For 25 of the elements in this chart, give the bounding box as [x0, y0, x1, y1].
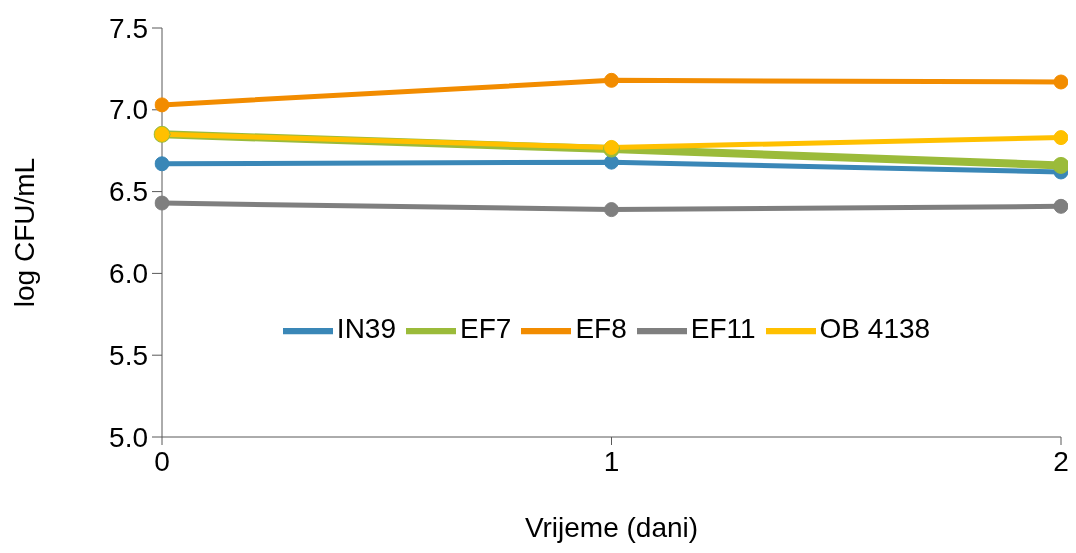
y-tick-label: 5.5: [109, 339, 148, 371]
legend-label: EF7: [460, 313, 512, 345]
x-axis-title: Vrijeme (dani): [524, 512, 699, 543]
legend-label: OB 4138: [819, 313, 931, 345]
y-tick-label: 5.0: [109, 421, 148, 453]
legend-label: EF8: [575, 313, 627, 345]
point: [1053, 198, 1068, 214]
point: [154, 195, 170, 211]
point: [154, 97, 170, 113]
point: [604, 202, 619, 218]
point: [154, 156, 170, 172]
y-tick-label: 6.5: [109, 176, 148, 208]
y-axis-title: log CFU/mL: [8, 157, 40, 308]
y-tick-label: 7.5: [109, 12, 148, 44]
legend-label: EF11: [690, 313, 756, 345]
y-tick-label: 6.0: [109, 257, 148, 289]
point: [1053, 74, 1068, 90]
x-tick-label: 1: [603, 446, 620, 477]
x-tick-label: 2: [1053, 446, 1069, 477]
point: [604, 72, 619, 88]
x-tick-label: 0: [154, 446, 170, 477]
point: [1052, 156, 1068, 174]
legend-label: IN39: [336, 313, 397, 345]
y-tick-label: 7.0: [109, 94, 148, 126]
point: [1053, 130, 1068, 146]
